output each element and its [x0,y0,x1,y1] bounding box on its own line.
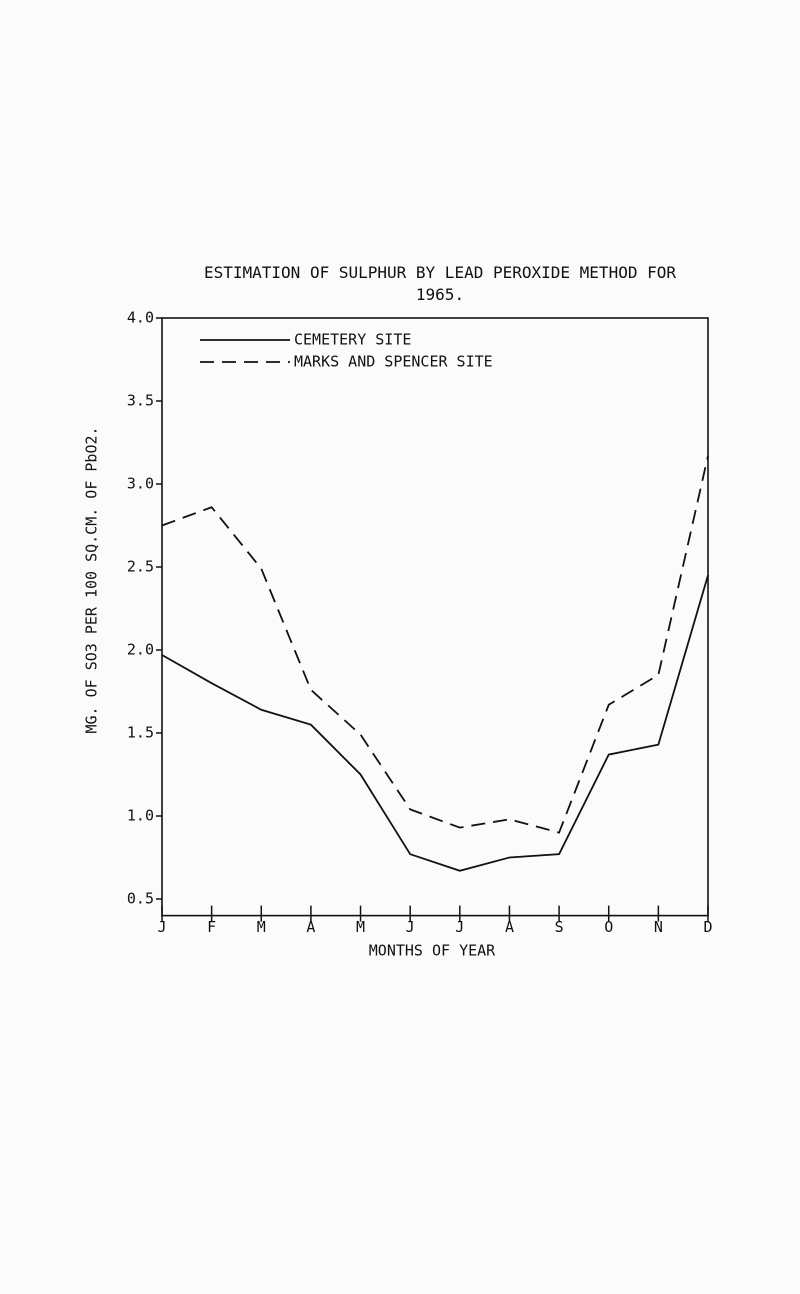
x-tick-label: M [356,918,365,936]
y-tick-label: 2.5 [127,558,154,576]
y-tick-label: 4.0 [127,309,154,327]
x-tick-label: S [555,918,564,936]
series-line [161,575,709,872]
x-tick-label: O [604,918,613,936]
chart-title: ESTIMATION OF SULPHUR BY LEAD PEROXIDE M… [203,263,676,304]
y-tick-label: 3.0 [127,475,154,493]
y-axis-label: MG. OF SO3 PER 100 SQ.CM. OF PbO2. [83,426,101,733]
x-tick-label: F [207,918,216,936]
x-axis-label: MONTHS OF YEAR [369,942,496,960]
series-line [161,455,709,834]
y-tick-label: 0.5 [127,890,154,908]
x-tick-label: N [654,918,663,936]
x-tick-label: M [257,918,266,936]
y-tick-label: 3.5 [127,392,154,410]
y-tick-label: 1.0 [127,807,154,825]
x-tick-label: D [703,918,712,936]
x-tick-label: J [455,918,464,936]
x-tick-label: A [306,918,315,936]
y-tick-label: 2.0 [127,641,154,659]
legend-label: MARKS AND SPENCER SITE [294,353,493,371]
legend-label: CEMETERY SITE [294,331,411,349]
y-tick-label: 1.5 [127,724,154,742]
plot-frame [161,317,709,917]
x-tick-label: J [157,918,166,936]
x-tick-label: A [505,918,514,936]
x-tick-label: J [406,918,415,936]
